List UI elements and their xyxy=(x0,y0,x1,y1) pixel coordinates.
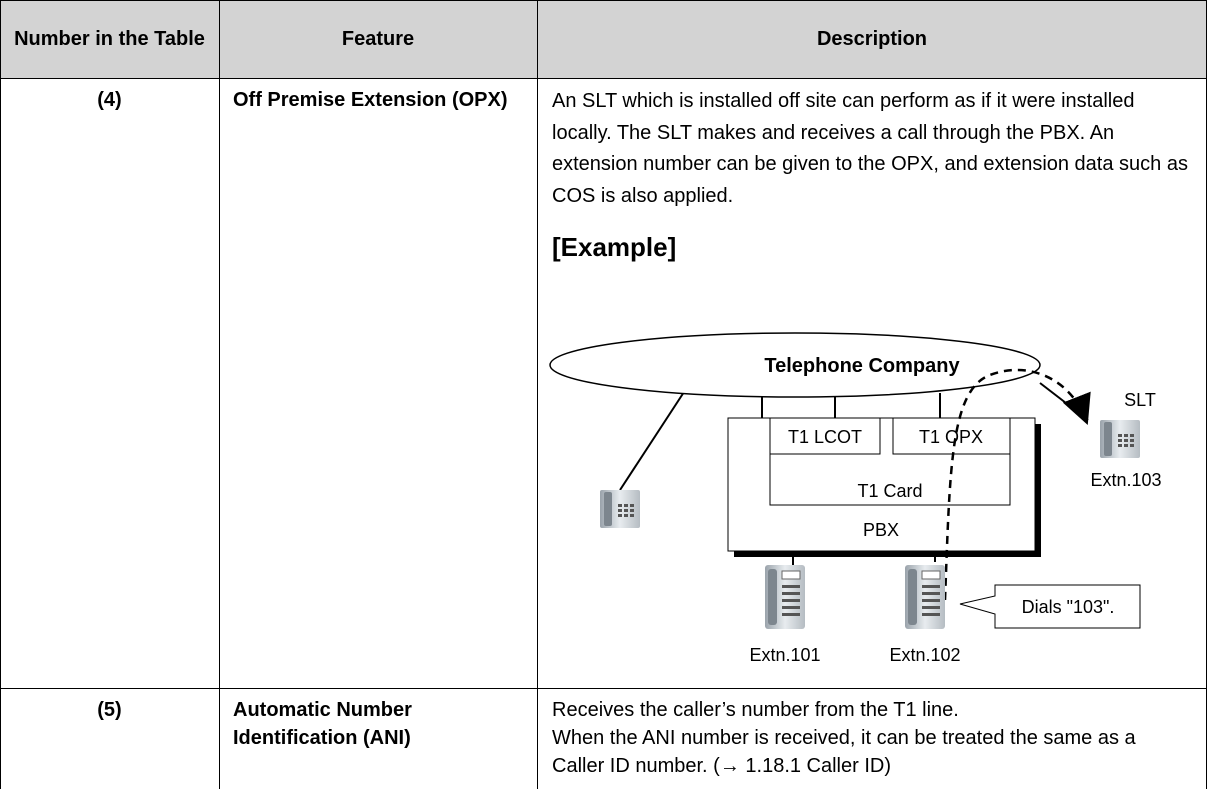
rule xyxy=(219,0,220,789)
phone-icon xyxy=(600,490,640,528)
rule xyxy=(0,688,1207,689)
pbx-box xyxy=(727,417,1036,552)
opx-label: T1 OPX xyxy=(919,427,983,447)
lcot-label: T1 LCOT xyxy=(788,427,862,447)
network-label: Telephone Company xyxy=(764,355,960,377)
extension-label: Extn.101 xyxy=(749,645,820,665)
rule xyxy=(0,0,1,789)
example-heading: [Example] xyxy=(552,232,677,262)
pbx-label: PBX xyxy=(863,520,899,540)
phone-icon xyxy=(905,565,945,629)
extension-label: Extn.103 xyxy=(1090,470,1161,490)
card-label: T1 Card xyxy=(857,481,922,501)
description-text: An SLT which is installed off site can p… xyxy=(552,90,1188,207)
call-path xyxy=(943,368,1091,601)
network-ellipse xyxy=(549,332,1041,398)
callout-box xyxy=(959,584,1141,629)
callout-label: Dials "103". xyxy=(1022,597,1115,617)
lcot-box xyxy=(769,417,881,455)
phone-icon xyxy=(1100,420,1140,458)
rule xyxy=(537,0,538,789)
phone-icon xyxy=(765,565,805,629)
description-text: Receives the caller’s number from the T1… xyxy=(552,699,959,721)
description-text: When the ANI number is received, it can … xyxy=(552,727,1136,777)
row-description: An SLT which is installed off site can p… xyxy=(537,78,1207,264)
slt-label: SLT xyxy=(1124,390,1156,410)
diagram-lines xyxy=(619,382,1089,578)
row-number: (5) xyxy=(97,699,122,721)
row-feature: Off Premise Extension (OPX) xyxy=(233,89,508,111)
extension-label: Extn.102 xyxy=(889,645,960,665)
pbx-shadow xyxy=(734,424,1041,557)
row-number: (4) xyxy=(97,89,122,111)
card-box xyxy=(769,417,1011,506)
opx-box xyxy=(892,417,1011,455)
row-description: Receives the caller’s number from the T1… xyxy=(537,688,1207,780)
rule xyxy=(0,0,1207,1)
rule xyxy=(0,78,1207,79)
header-cell: Number in the Table xyxy=(0,0,219,78)
header-cell: Description xyxy=(537,0,1207,78)
row-feature: Automatic Number Identification (ANI) xyxy=(233,699,412,749)
header-cell: Feature xyxy=(219,0,537,78)
